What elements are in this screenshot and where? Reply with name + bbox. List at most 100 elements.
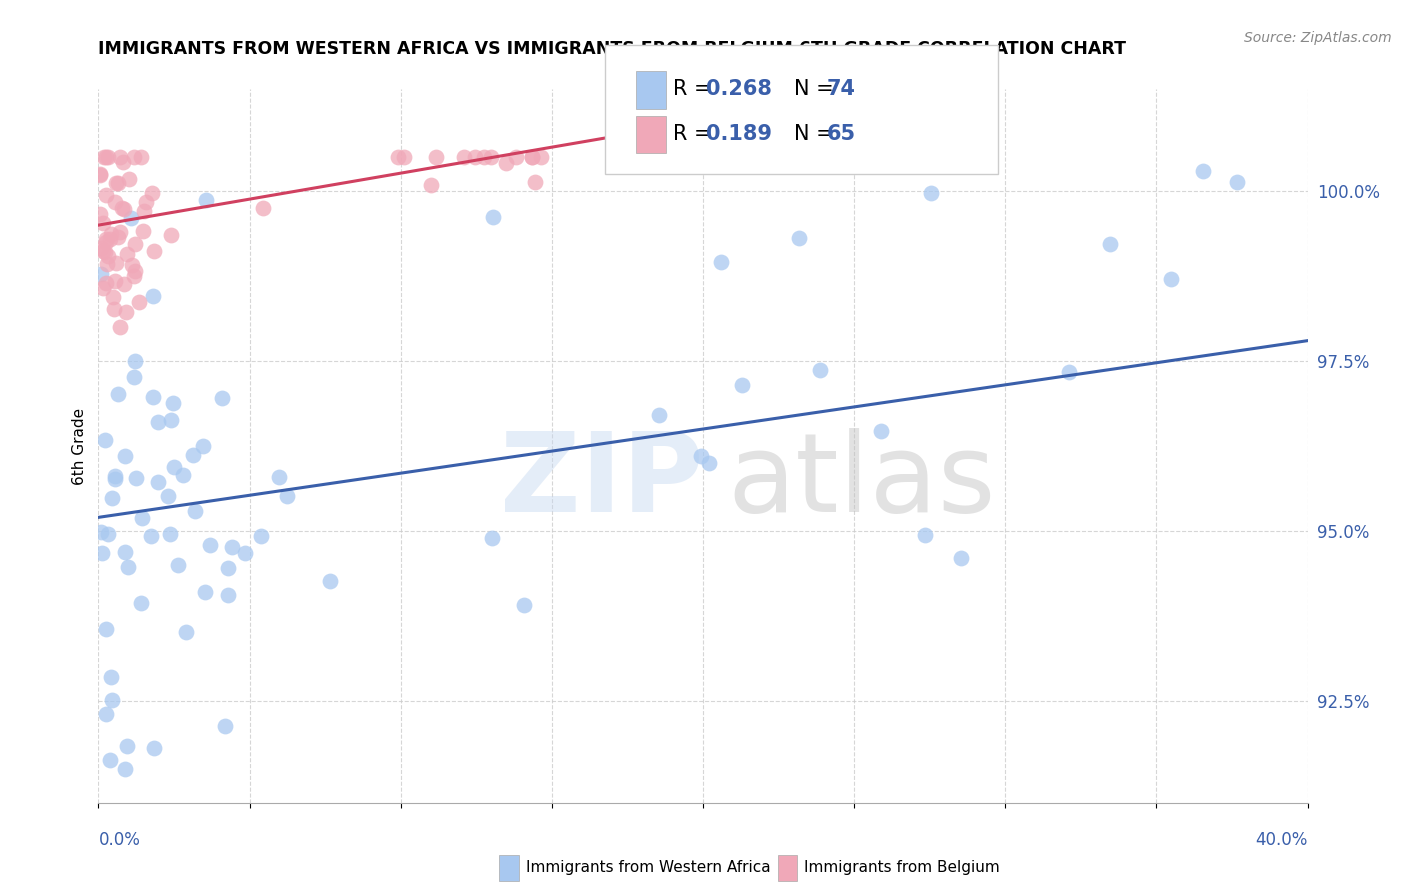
Point — [121, 258, 143, 272]
Point — [101, 491, 124, 505]
Text: Source: ZipAtlas.com: Source: ZipAtlas.com — [1244, 31, 1392, 45]
Point — [252, 202, 274, 216]
Point — [112, 277, 135, 291]
Point — [107, 176, 129, 190]
Point — [1226, 175, 1249, 189]
Point — [481, 531, 503, 545]
Point — [89, 167, 111, 181]
Point — [94, 244, 117, 259]
Point — [91, 216, 114, 230]
Text: R =: R = — [673, 79, 718, 99]
Point — [787, 231, 810, 245]
Point — [134, 204, 156, 219]
Point — [1160, 272, 1182, 286]
Point — [195, 193, 218, 207]
Point — [217, 588, 239, 602]
Point — [870, 424, 893, 438]
Point — [520, 150, 543, 164]
Point — [530, 150, 553, 164]
Point — [697, 456, 720, 470]
Text: Immigrants from Western Africa: Immigrants from Western Africa — [526, 861, 770, 875]
Point — [91, 281, 114, 295]
Point — [101, 693, 124, 707]
Point — [520, 150, 543, 164]
Point — [112, 202, 135, 216]
Point — [90, 524, 112, 539]
Point — [94, 277, 117, 291]
Point — [143, 741, 166, 756]
Point — [124, 236, 146, 251]
Point — [94, 235, 117, 249]
Point — [148, 415, 170, 429]
Point — [129, 150, 152, 164]
Point — [107, 230, 129, 244]
Point — [91, 546, 114, 560]
Point — [104, 194, 127, 209]
Point — [131, 224, 153, 238]
Text: ZIP: ZIP — [499, 428, 703, 535]
Point — [107, 386, 129, 401]
Point — [464, 150, 486, 164]
Point — [103, 290, 125, 304]
Point — [141, 186, 163, 200]
Point — [94, 622, 117, 636]
Point — [89, 207, 111, 221]
Point — [513, 598, 536, 612]
Point — [108, 320, 131, 334]
Point — [115, 247, 138, 261]
Point — [94, 232, 117, 246]
Point — [117, 739, 139, 754]
Point — [91, 244, 114, 258]
Point — [1099, 237, 1122, 252]
Point — [105, 176, 128, 190]
Point — [146, 475, 169, 490]
Point — [160, 412, 183, 426]
Point — [97, 526, 120, 541]
Point — [142, 244, 165, 259]
Point — [163, 460, 186, 475]
Point — [648, 408, 671, 422]
Point — [250, 529, 273, 543]
Point — [96, 257, 118, 271]
Point — [731, 378, 754, 392]
Point — [211, 391, 233, 405]
Point — [114, 545, 136, 559]
Text: N =: N = — [794, 79, 841, 99]
Point — [156, 489, 179, 503]
Y-axis label: 6th Grade: 6th Grade — [72, 408, 87, 484]
Point — [950, 550, 973, 565]
Point — [97, 150, 120, 164]
Point — [481, 210, 503, 224]
Point — [125, 471, 148, 485]
Point — [172, 468, 194, 483]
Point — [174, 625, 197, 640]
Point — [142, 390, 165, 404]
Point — [124, 264, 146, 278]
Point — [808, 362, 831, 376]
Point — [122, 150, 145, 164]
Text: 40.0%: 40.0% — [1256, 831, 1308, 849]
Text: R =: R = — [673, 124, 718, 144]
Point — [100, 670, 122, 684]
Point — [90, 267, 112, 281]
Point — [104, 255, 127, 269]
Text: 0.189: 0.189 — [706, 124, 772, 144]
Point — [135, 194, 157, 209]
Point — [505, 150, 527, 164]
Point — [319, 574, 342, 588]
Point — [392, 150, 415, 164]
Point — [495, 156, 517, 170]
Text: 65: 65 — [827, 124, 856, 144]
Point — [198, 538, 221, 552]
Point — [94, 188, 117, 202]
Point — [122, 268, 145, 283]
Point — [472, 150, 495, 164]
Text: atlas: atlas — [727, 428, 995, 535]
Point — [221, 540, 243, 554]
Point — [115, 305, 138, 319]
Point — [98, 232, 121, 246]
Point — [100, 227, 122, 242]
Point — [269, 469, 291, 483]
Point — [131, 511, 153, 525]
Point — [920, 186, 942, 200]
